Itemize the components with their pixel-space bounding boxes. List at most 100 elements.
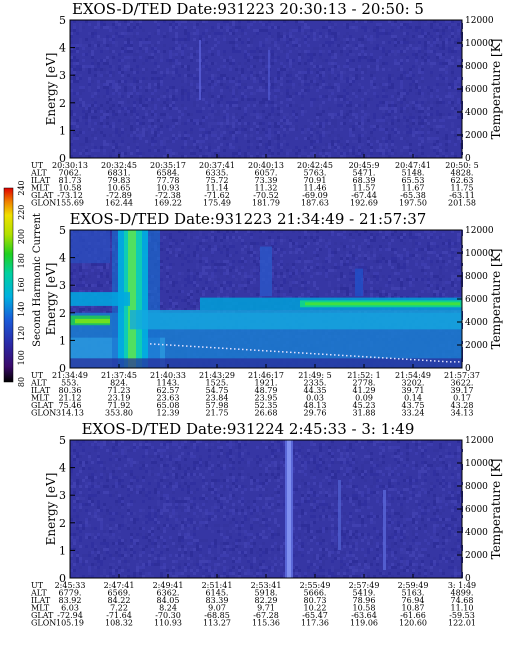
spectrogram-cell bbox=[217, 122, 220, 125]
spectrogram-cell bbox=[322, 266, 325, 269]
spectrogram-cell bbox=[394, 272, 397, 275]
spectrogram-cell bbox=[403, 152, 406, 155]
spectrogram-cell bbox=[154, 89, 157, 92]
spectrogram-cell bbox=[217, 50, 220, 53]
spectrogram-cell bbox=[352, 266, 355, 269]
spectrogram-cell bbox=[457, 128, 460, 131]
spectrogram-cell bbox=[376, 65, 379, 68]
spectrogram-cell bbox=[250, 251, 253, 254]
spectrogram-cell bbox=[130, 23, 133, 26]
spectrogram-cell bbox=[124, 113, 127, 116]
spectrogram-cell bbox=[292, 242, 295, 245]
spectrogram-cell bbox=[352, 272, 355, 275]
spectrogram-cell bbox=[391, 50, 394, 53]
table-cell: 162.44 bbox=[105, 199, 133, 208]
spectrogram-cell bbox=[259, 53, 262, 56]
spectrogram-cell bbox=[130, 113, 133, 116]
spectrogram-cell bbox=[400, 92, 403, 95]
spectrogram-cell bbox=[373, 248, 376, 251]
spectrogram-cell bbox=[343, 38, 346, 41]
spectrogram-cell bbox=[280, 65, 283, 68]
spectrogram-cell bbox=[454, 92, 457, 95]
spectrogram-cell bbox=[295, 41, 298, 44]
spectrogram-cell bbox=[385, 89, 388, 92]
spectrogram-cell bbox=[250, 254, 253, 257]
spectrogram-cell bbox=[400, 266, 403, 269]
spectrogram-cell bbox=[442, 125, 445, 128]
spectrogram-cell bbox=[178, 134, 181, 137]
spectrogram-cell bbox=[256, 29, 259, 32]
spectrogram-cell bbox=[358, 89, 361, 92]
spectrogram-cell bbox=[409, 125, 412, 128]
spectrogram-cell bbox=[457, 290, 460, 293]
spectrogram-cell bbox=[292, 86, 295, 89]
spectrogram-cell bbox=[310, 149, 313, 152]
spectrogram-cell bbox=[349, 251, 352, 254]
spectrogram-cell bbox=[316, 266, 319, 269]
spectrogram-cell bbox=[268, 140, 271, 143]
spectrogram-cell bbox=[181, 89, 184, 92]
spectrogram-cell bbox=[454, 284, 457, 287]
spectrogram-cell bbox=[163, 44, 166, 47]
spectrogram-cell bbox=[106, 263, 109, 266]
spectrogram-cell bbox=[304, 260, 307, 263]
spectrogram-cell bbox=[292, 113, 295, 116]
spectrogram-cell bbox=[328, 41, 331, 44]
spectrogram-cell bbox=[244, 257, 247, 260]
spectrogram-cell bbox=[298, 44, 301, 47]
spectrogram-cell bbox=[106, 89, 109, 92]
spectrogram-cell bbox=[394, 116, 397, 119]
spectrogram-cell bbox=[301, 293, 304, 296]
spectrogram-cell bbox=[307, 59, 310, 62]
spectrogram-cell bbox=[211, 86, 214, 89]
spectrogram-cell bbox=[232, 125, 235, 128]
spectrogram-cell bbox=[82, 107, 85, 110]
spectrogram-cell bbox=[253, 35, 256, 38]
spectrogram-cell bbox=[211, 254, 214, 257]
spectrogram-cell bbox=[334, 98, 337, 101]
spectrogram-cell bbox=[100, 119, 103, 122]
spectrogram-cell bbox=[322, 149, 325, 152]
spectrogram-cell bbox=[169, 251, 172, 254]
spectrogram-cell bbox=[262, 65, 265, 68]
spectrogram-cell bbox=[166, 113, 169, 116]
spectrogram-cell bbox=[226, 143, 229, 146]
spectrogram-cell bbox=[277, 71, 280, 74]
spectrogram-cell bbox=[190, 131, 193, 134]
spectrogram-cell bbox=[178, 44, 181, 47]
spectrogram-cell bbox=[205, 68, 208, 71]
spectrogram-cell bbox=[298, 77, 301, 80]
spectrogram-cell bbox=[337, 116, 340, 119]
spectrogram-cell bbox=[307, 296, 310, 299]
spectrogram-cell bbox=[442, 26, 445, 29]
spectrogram-cell bbox=[133, 59, 136, 62]
spectrogram-cell bbox=[241, 281, 244, 284]
spectrogram-cell bbox=[253, 71, 256, 74]
spectrogram-cell bbox=[265, 41, 268, 44]
spectrogram-cell bbox=[415, 59, 418, 62]
spectrogram-cell bbox=[352, 38, 355, 41]
spectrogram-cell bbox=[427, 284, 430, 287]
spectrogram-cell bbox=[169, 155, 172, 158]
spectrogram-cell bbox=[385, 284, 388, 287]
spectrogram-cell bbox=[289, 290, 292, 293]
spectrogram-cell bbox=[76, 77, 79, 80]
spectrogram-cell bbox=[142, 128, 145, 131]
spectrogram-cell bbox=[310, 155, 313, 158]
spectrogram-cell bbox=[211, 116, 214, 119]
spectrogram-cell bbox=[292, 29, 295, 32]
spectrogram-cell bbox=[241, 278, 244, 281]
spectrogram-cell bbox=[448, 38, 451, 41]
spectrogram-cell bbox=[208, 245, 211, 248]
spectrogram-cell bbox=[97, 122, 100, 125]
spectrogram-cell bbox=[79, 65, 82, 68]
spectrogram-cell bbox=[91, 65, 94, 68]
spectrogram-cell bbox=[187, 47, 190, 50]
spectrogram-cell bbox=[271, 275, 274, 278]
spectrogram-cell bbox=[100, 290, 103, 293]
spectrogram-cell bbox=[355, 77, 358, 80]
spectrogram-cell bbox=[214, 44, 217, 47]
spectrogram-cell bbox=[157, 68, 160, 71]
spectrogram-cell bbox=[424, 266, 427, 269]
